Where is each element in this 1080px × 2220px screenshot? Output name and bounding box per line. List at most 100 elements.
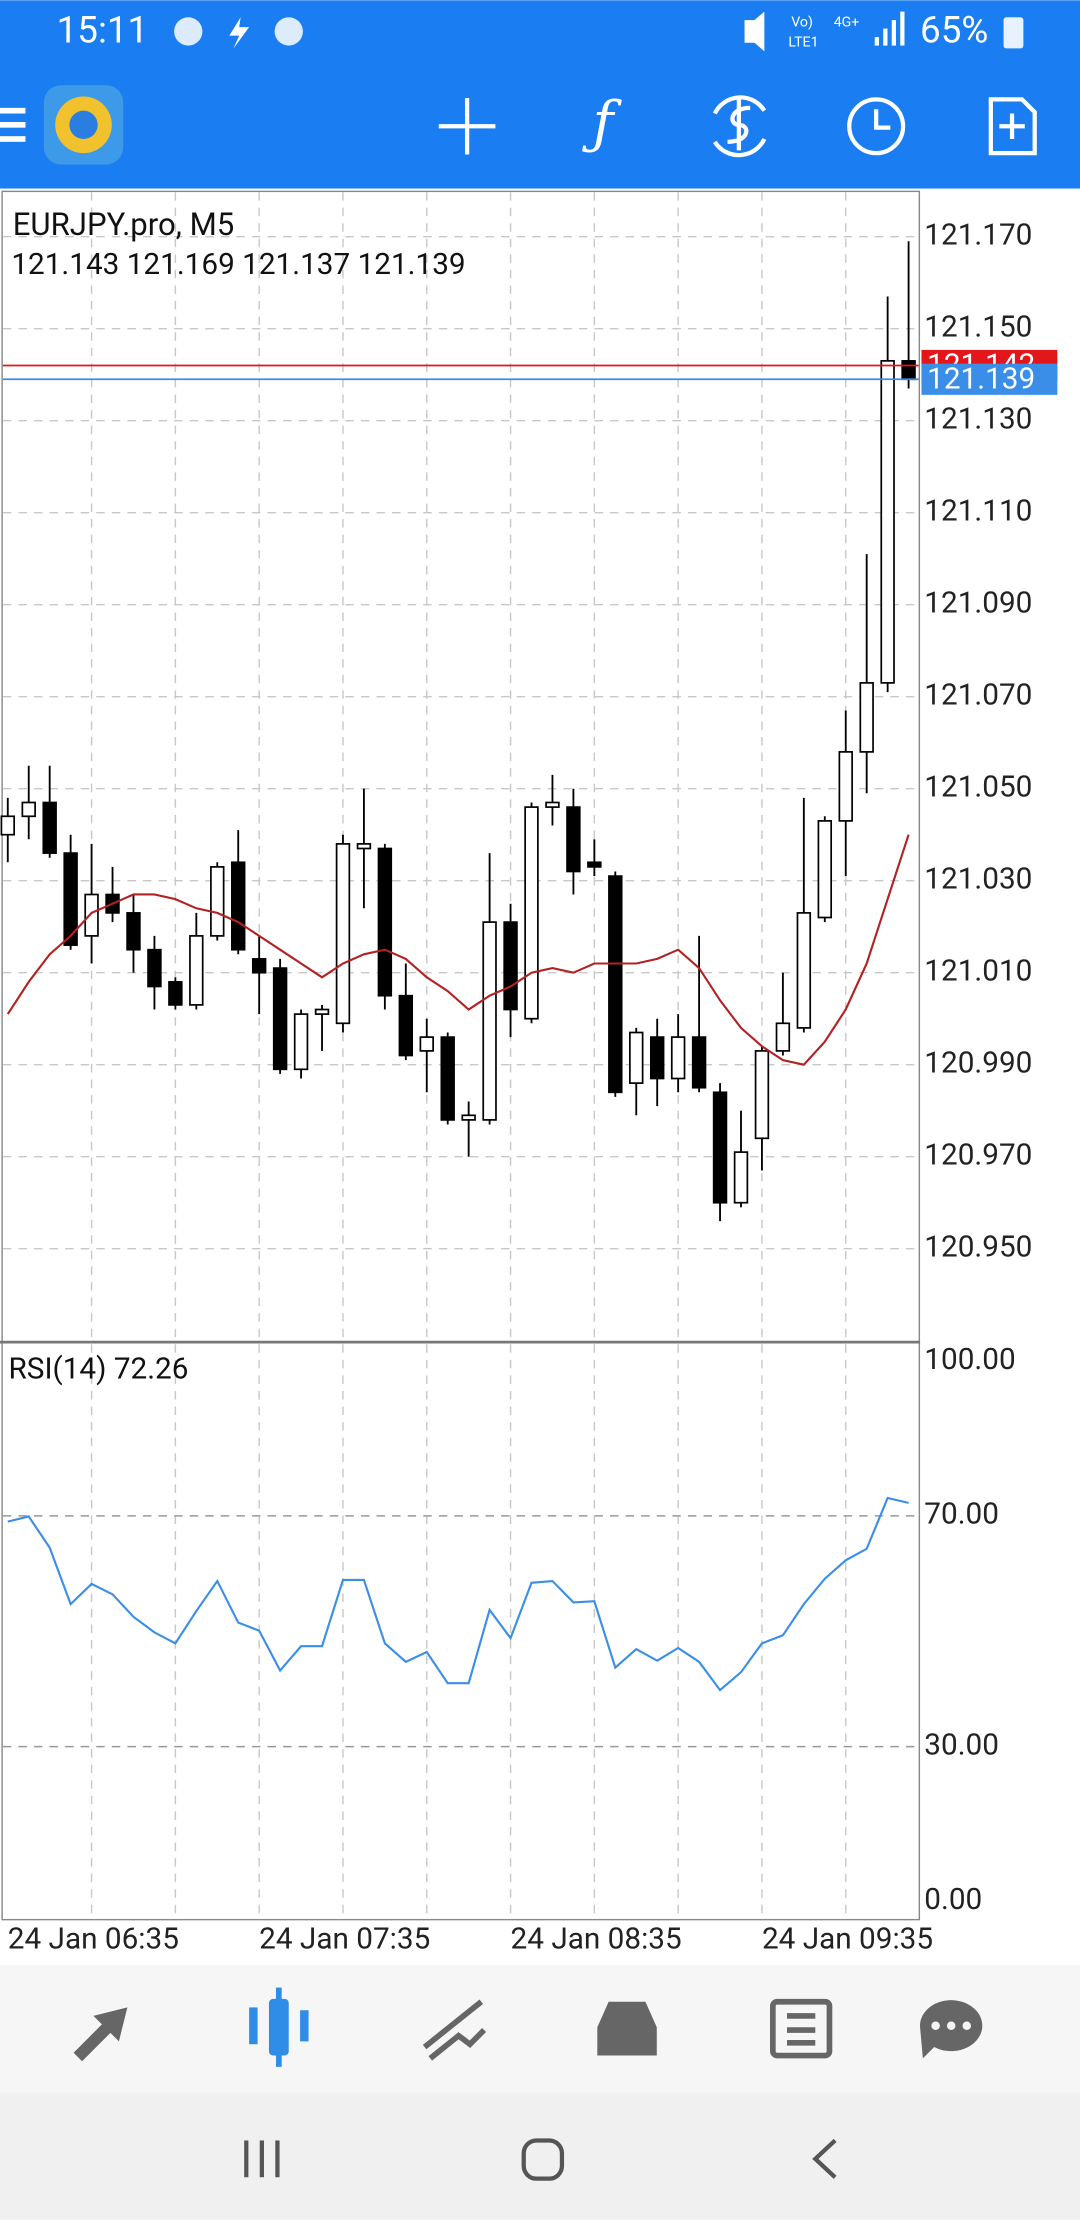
y-tick-label: 121.070 [924, 678, 1032, 713]
y-tick-label: 121.090 [924, 586, 1032, 621]
y-tick-label: 100.00 [924, 1342, 1015, 1377]
flash-icon [229, 17, 250, 49]
candle-body [712, 1091, 728, 1204]
candle-body [0, 815, 16, 836]
candle-body [482, 921, 497, 1121]
y-tick-label: 121.170 [924, 218, 1032, 253]
candle-body [691, 1036, 707, 1089]
y-tick-label: 121.130 [924, 402, 1032, 437]
candle-body [419, 1036, 434, 1052]
chart-tab[interactable] [249, 1987, 309, 2067]
candle-body [901, 360, 916, 381]
rsi-title: RSI(14) 72.26 [8, 1351, 188, 1386]
mute-icon [744, 11, 765, 52]
candle-body [461, 1114, 476, 1121]
candle-body [670, 1036, 686, 1080]
signal-icon [874, 11, 905, 46]
candle-body [503, 921, 518, 1011]
candle-body [42, 801, 57, 854]
y-tick-label: 121.050 [924, 770, 1032, 805]
candle-body [754, 1050, 770, 1140]
system-buttons[interactable] [244, 2138, 837, 2181]
status-label: Vo) [791, 15, 813, 31]
chart-title: EURJPY.pro, M5 [13, 206, 235, 243]
candle-body [817, 820, 833, 919]
candle-body [63, 852, 78, 946]
history-tab[interactable] [597, 2001, 657, 2056]
candle-body [21, 801, 36, 818]
app-logo[interactable] [43, 85, 124, 165]
bottom-nav [0, 1964, 1080, 2093]
y-tick-label: 121.010 [924, 954, 1032, 989]
price-tag-label: 121.139 [927, 362, 1035, 397]
candle-body [168, 981, 183, 1006]
moving-average [6, 834, 910, 1066]
y-tick-label: 121.110 [924, 494, 1032, 529]
candle-body [880, 360, 895, 684]
candle-body [775, 1022, 791, 1052]
battery-icon [1003, 17, 1024, 49]
battery-label: 65% [920, 9, 988, 52]
candle-body [335, 843, 351, 1025]
quotes-tab[interactable] [73, 2007, 128, 2062]
y-tick-label: 0.00 [924, 1882, 982, 1917]
candle-body [859, 682, 874, 753]
chart-frame [1, 190, 921, 1921]
candle-body [545, 801, 560, 808]
candle-body [251, 958, 267, 974]
candle-body [629, 1031, 644, 1084]
y-tick-label: 120.970 [924, 1138, 1032, 1173]
x-tick-label: 24 Jan 06:35 [8, 1922, 179, 1957]
candle-body [147, 948, 162, 988]
chat-tab[interactable] [919, 2000, 983, 2059]
candle-body [126, 912, 141, 951]
y-tick-label: 30.00 [924, 1727, 999, 1762]
candle-body [440, 1036, 455, 1121]
app-header [0, 0, 1080, 189]
objects-button[interactable] [988, 97, 1037, 156]
candle-body [377, 847, 393, 997]
candle-body [524, 806, 539, 1020]
trade-button[interactable] [712, 95, 767, 158]
candle-body [231, 861, 246, 951]
candle-body [398, 994, 414, 1057]
rsi-line [7, 1496, 909, 1692]
trade-tab[interactable] [422, 1999, 487, 2061]
x-tick-label: 24 Jan 09:35 [762, 1922, 933, 1957]
candle-body [838, 751, 853, 822]
menu-button[interactable] [0, 107, 26, 142]
timeframe-button[interactable] [847, 97, 906, 156]
x-tick-label: 24 Jan 07:35 [259, 1922, 430, 1957]
status-label: LTE1 [788, 34, 818, 50]
price-tag [921, 363, 1058, 395]
crosshair-button[interactable] [438, 97, 496, 155]
y-tick-label: 70.00 [924, 1497, 999, 1532]
candle-body [733, 1151, 749, 1204]
y-tick-label: 121.150 [924, 310, 1032, 345]
candle-body [587, 861, 602, 868]
candle-body [356, 843, 372, 850]
news-tab[interactable] [770, 1998, 833, 2059]
candle-body [566, 806, 581, 873]
plot: 121.170 121.150 121.130 121.110 121.090 121.0… [0, 192, 1032, 1919]
ohlc-label: 121.143 121.169 121.137 121.139 [11, 247, 465, 282]
candle-body [189, 935, 204, 1006]
line-icon [274, 17, 303, 46]
system-nav [0, 2092, 1080, 2220]
candle-body [314, 1008, 330, 1015]
y-tick-label: 121.030 [924, 862, 1032, 897]
line-icon [174, 17, 203, 46]
candle-body [293, 1013, 309, 1071]
candle-body [84, 893, 99, 937]
status-time: 15:11 [57, 9, 149, 52]
candle-body [796, 912, 812, 1029]
y-tick-label: 120.990 [924, 1046, 1032, 1081]
y-tick-label: 120.950 [924, 1230, 1032, 1265]
x-tick-label: 24 Jan 08:35 [511, 1922, 682, 1957]
status-label: 4G+ [834, 15, 860, 31]
candle-body [649, 1036, 665, 1080]
candle-body [210, 866, 225, 937]
candle-body [272, 967, 288, 1071]
